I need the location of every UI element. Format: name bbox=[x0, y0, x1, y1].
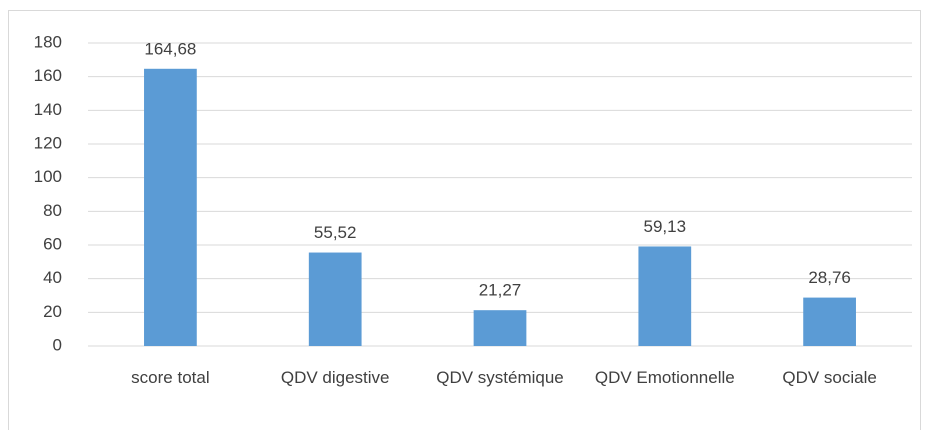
y-tick-label: 0 bbox=[53, 335, 62, 354]
x-tick-label: score total bbox=[131, 368, 210, 387]
bar bbox=[144, 68, 197, 346]
y-tick-label: 160 bbox=[34, 66, 62, 85]
bar bbox=[638, 246, 692, 346]
y-tick-label: 60 bbox=[43, 234, 62, 253]
y-tick-label: 100 bbox=[34, 167, 62, 186]
y-tick-label: 40 bbox=[43, 268, 62, 287]
y-tick-label: 80 bbox=[43, 201, 62, 220]
y-tick-label: 120 bbox=[34, 133, 62, 152]
y-tick-label: 20 bbox=[43, 302, 62, 321]
y-tick-label: 140 bbox=[34, 100, 62, 119]
x-tick-label: QDV Emotionnelle bbox=[594, 368, 735, 387]
bar bbox=[308, 252, 362, 346]
data-label: 59,13 bbox=[644, 217, 687, 236]
chart-border bbox=[8, 10, 921, 430]
x-tick-label: QDV digestive bbox=[280, 368, 390, 387]
x-tick-label: QDV sociale bbox=[782, 368, 877, 387]
data-label: 55,52 bbox=[314, 223, 357, 242]
x-tick-label: QDV systémique bbox=[436, 368, 564, 387]
data-label: 164,68 bbox=[144, 39, 196, 58]
data-label: 28,76 bbox=[808, 268, 851, 287]
bar bbox=[473, 310, 527, 346]
bar bbox=[803, 297, 856, 346]
data-label: 21,27 bbox=[479, 281, 522, 300]
y-tick-label: 180 bbox=[34, 32, 62, 51]
